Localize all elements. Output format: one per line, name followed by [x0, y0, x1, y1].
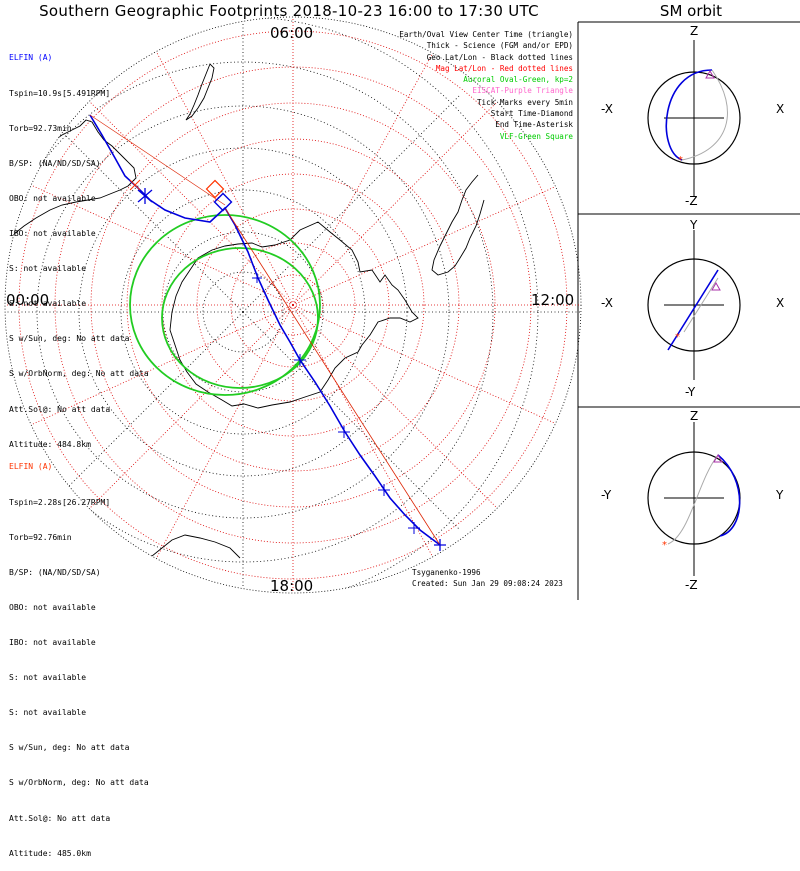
legend-vlf: VLF-Green Square: [499, 131, 573, 141]
panel3-left-label: -Y: [601, 488, 612, 502]
panel2-right-label: X: [776, 296, 785, 310]
elfin-a-name: ELFIN (A): [9, 53, 53, 63]
panel1-bottom-label: -Z: [685, 194, 698, 208]
legend-view-center: Earth/Oval View Center Time (triangle): [399, 30, 573, 39]
legend-start-time: Start Time-Diamond: [490, 109, 573, 119]
elfin-a-info: ELFIN (A) Tspin=10.9s[5.491RPM] Torb=92.…: [9, 29, 149, 462]
tick-marks: [252, 273, 420, 534]
panel2-left-label: -X: [601, 296, 613, 310]
new-zealand-coastline: [185, 63, 215, 121]
africa-coastline: [144, 534, 241, 593]
elfin-b-attsol: Att.Sol@: No att data: [9, 813, 111, 823]
panel3-bottom-label: -Z: [685, 578, 698, 592]
mag-asterisk: [129, 179, 141, 191]
elfin-a-altitude: Altitude: 484.8km: [9, 439, 91, 449]
elfin-b-s2: S: not available: [9, 708, 87, 718]
elfin-b-s1: S: not available: [9, 673, 87, 683]
auroral-oval-inner: [161, 247, 319, 389]
sm-panel-xz: *: [647, 40, 741, 196]
elfin-a-bsp: B/SP: (NA/ND/SD/SA): [9, 158, 101, 168]
elfin-b-altitude: Altitude: 485.0km: [9, 848, 91, 858]
svg-text:*: *: [662, 540, 667, 551]
legend-auroral-oval: Auroral Oval-Green, kp=2: [463, 75, 573, 85]
footer-created: Created: Sun Jan 29 09:08:24 2023: [412, 579, 563, 588]
elfin-a-sworb: S w/OrbNorm, deg: No att data: [9, 369, 149, 379]
elfin-b-ibo: IBO: not available: [9, 637, 96, 647]
elfin-b-obo: OBO: not available: [9, 602, 96, 612]
panel3-right-label: Y: [776, 488, 784, 502]
auroral-oval-outer: [129, 214, 321, 396]
panel1-top-label: Z: [690, 24, 699, 38]
elfin-a-s1: S: not available: [9, 264, 87, 274]
elfin-a-swsun: S w/Sun, deg: No att data: [9, 334, 130, 344]
panel2-bottom-label: -Y: [685, 385, 696, 399]
legend: Earth/Oval View Center Time (triangle) T…: [399, 29, 573, 142]
panel2-top-label: Y: [690, 218, 698, 232]
elfin-b-bsp: B/SP: (NA/ND/SD/SA): [9, 567, 101, 577]
elfin-a-s2: S: not available: [9, 299, 87, 309]
panel3-top-label: Z: [690, 409, 699, 423]
start-diamond-mag: [205, 179, 225, 199]
elfin-b-info: ELFIN (A) Tspin=2.28s[26.27RPM] Torb=92.…: [9, 438, 149, 871]
geo-longitude-lines: [5, 17, 581, 593]
map-outer-circle: [4, 16, 582, 594]
plot-title: Southern Geographic Footprints 2018-10-2…: [39, 2, 539, 20]
svg-text:*: *: [675, 332, 680, 343]
footer-author: Tsyganenko-1996: [412, 568, 481, 577]
footer: Tsyganenko-1996 Created: Sun Jan 29 09:0…: [412, 567, 563, 589]
south-america-coastline: [431, 174, 485, 276]
label-1800: 18:00: [270, 577, 314, 595]
legend-science: Thick - Science (FGM and/or EPD): [426, 41, 573, 51]
sm-orbit-title: SM orbit: [659, 2, 723, 20]
panel1-left-label: -X: [601, 102, 613, 116]
start-diamond: [213, 192, 233, 212]
label-0600: 06:00: [270, 24, 314, 42]
sm-panel-yz: *: [647, 422, 741, 576]
legend-geo-lines: Geo Lat/Lon - Black dotted lines: [426, 52, 573, 62]
elfin-a-ibo: IBO: not available: [9, 228, 96, 238]
elfin-a-tspin: Tspin=10.9s[5.491RPM]: [9, 88, 111, 98]
elfin-b-tspin: Tspin=2.28s[26.27RPM]: [9, 497, 111, 507]
panel1-right-label: X: [776, 102, 785, 116]
elfin-a-torb: Torb=92.73min: [9, 123, 72, 133]
elfin-b-torb: Torb=92.76min: [9, 532, 72, 542]
elfin-b-swsun: S w/Sun, deg: No att data: [9, 743, 130, 753]
legend-tick-marks: Tick Marks every 5min: [476, 97, 573, 107]
elfin-a-obo: OBO: not available: [9, 193, 96, 203]
elfin-a-attsol: Att.Sol@: No att data: [9, 404, 111, 414]
legend-mag-lines: Mag Lat/Lon - Red dotted lines: [435, 63, 573, 73]
legend-end-time: End Time-Asterisk: [495, 120, 573, 130]
end-asterisk: [137, 188, 446, 551]
sm-panel-xy: *: [647, 230, 741, 380]
label-0000: 00:00: [6, 291, 50, 309]
antarctica-coastline: [169, 221, 419, 409]
elfin-b-sworb: S w/OrbNorm, deg: No att data: [9, 778, 149, 788]
footprint-polar-plot: * * *: [4, 16, 800, 600]
svg-text:*: *: [678, 155, 683, 166]
label-1200: 12:00: [531, 291, 575, 309]
legend-eiscat: EISCAT-Purple Triangle: [472, 86, 573, 96]
elfin-b-name: ELFIN (A): [9, 462, 53, 472]
